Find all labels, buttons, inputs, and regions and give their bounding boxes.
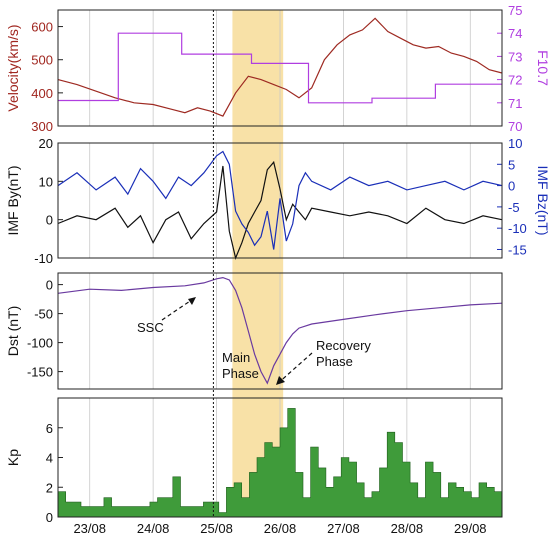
storm-band-layer [232, 10, 284, 517]
y-axis-label-right: F10.7 [535, 50, 550, 86]
y-tick-label: 4 [46, 451, 53, 466]
kp-area [57, 408, 503, 518]
x-tick-label: 26/08 [264, 521, 297, 536]
storm-phase-band [232, 10, 284, 517]
y-tick-label: -10 [34, 251, 53, 266]
annotation-recovery: Recovery [316, 338, 371, 353]
y-tick-label: 600 [31, 20, 53, 35]
y-tick-label-right: -10 [508, 221, 527, 236]
x-tick-labels: 23/08 24/08 25/08 26/08 27/08 28/08 29/08 [73, 521, 486, 536]
y-tick-label-right: 5 [508, 157, 515, 172]
annotation-ssc: SSC [137, 320, 164, 335]
series-line-0 [57, 276, 503, 385]
y-axis-label-left: Kp [5, 449, 21, 466]
panel-frame [57, 272, 503, 390]
panel-kp: 0 2 4 6 Kp [5, 397, 503, 525]
y-axis-label-left: IMF By(nT) [5, 166, 21, 236]
y-tick-label: 500 [31, 53, 53, 68]
recovery-arrow-head [276, 376, 285, 385]
x-tick-label: 24/08 [137, 521, 170, 536]
y-axis-label-left: Velocity(km/s) [5, 24, 21, 111]
y-tick-label-right: 70 [508, 119, 522, 134]
y-tick-label: 0 [46, 278, 53, 293]
panel-frame [57, 397, 503, 518]
y-tick-label-right: 73 [508, 49, 522, 64]
y-tick-label: 0 [46, 213, 53, 228]
y-tick-label: 20 [39, 136, 53, 151]
panel-frame [57, 142, 503, 259]
y-tick-label: 0 [46, 510, 53, 525]
y-tick-label: 6 [46, 421, 53, 436]
y-tick-label-right: 71 [508, 96, 522, 111]
recovery-arrow [275, 352, 313, 386]
panel-frame [57, 9, 503, 127]
x-tick-label: 23/08 [73, 521, 106, 536]
series-line-1 [58, 32, 502, 104]
y-tick-label-right: 75 [508, 3, 522, 18]
ssc-arrow-head [188, 297, 196, 305]
y-tick-label-right: -5 [508, 200, 520, 215]
series-line-1 [57, 150, 503, 250]
y-tick-label: 300 [31, 119, 53, 134]
y-tick-label-right: 10 [508, 136, 522, 151]
y-tick-label: -50 [34, 307, 53, 322]
x-tick-label: 27/08 [327, 521, 360, 536]
y-tick-label-right: 0 [508, 179, 515, 194]
x-tick-label: 28/08 [391, 521, 424, 536]
annotation-main-phase: Phase [222, 366, 259, 381]
y-tick-label-right: 72 [508, 73, 522, 88]
annotation-recovery-phase: Phase [316, 354, 353, 369]
y-tick-label: -100 [27, 336, 53, 351]
series-line-0 [57, 17, 503, 117]
y-tick-label: 400 [31, 86, 53, 101]
y-tick-label: -150 [27, 365, 53, 380]
series-line-0 [57, 160, 503, 260]
y-tick-label-right: 74 [508, 26, 522, 41]
y-axis-label-left: Dst (nT) [5, 306, 21, 357]
y-tick-label: 10 [39, 174, 53, 189]
panels-layer: 300400500600Velocity(km/s)707172737475F1… [5, 3, 550, 525]
x-tick-label: 29/08 [454, 521, 487, 536]
y-axis-label-right: IMF Bz(nT) [535, 166, 550, 236]
annotation-main: Main [222, 350, 250, 365]
panel-imf: -10 0 10 20 IMF By(nT) -15 -10 -5 0 5 10 IMF Bz(nT) [5, 136, 550, 266]
y-tick-label: 2 [46, 480, 53, 495]
panel-solar-wind: 300 400 500 600 Velocity(km/s) 70 71 72 73 74 75 F1… [5, 3, 550, 134]
y-tick-label-right: -15 [508, 242, 527, 257]
x-tick-label: 25/08 [200, 521, 233, 536]
